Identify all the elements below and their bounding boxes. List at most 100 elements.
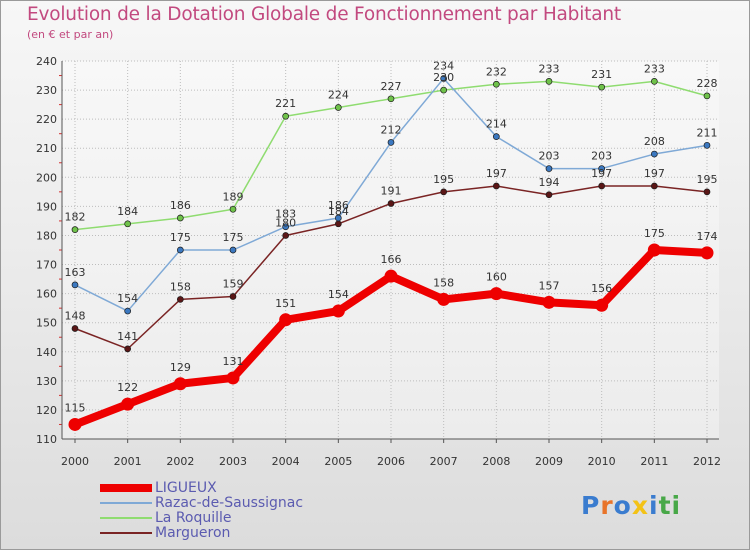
data-label-razac-de-saussignac: 163 xyxy=(65,266,86,279)
chart-title: Evolution de la Dotation Globale de Fonc… xyxy=(27,4,621,25)
data-point-margueron xyxy=(229,293,237,300)
data-label-la-roquille: 227 xyxy=(381,80,402,93)
data-point-ligueux xyxy=(226,371,240,385)
logo-letter: r xyxy=(600,491,614,520)
data-point-la-roquille xyxy=(492,80,500,88)
data-point-razac-de-saussignac xyxy=(387,139,395,146)
data-label-la-roquille: 224 xyxy=(328,89,349,102)
logo-letter: t xyxy=(658,491,672,520)
y-tick-label: 150 xyxy=(36,317,57,330)
data-point-razac-de-saussignac xyxy=(229,246,237,254)
y-tick-label: 220 xyxy=(36,113,57,126)
data-point-ligueux xyxy=(173,377,187,391)
data-label-ligueux: 151 xyxy=(275,297,296,310)
data-point-ligueux xyxy=(68,417,82,431)
data-label-margueron: 184 xyxy=(328,205,349,218)
y-tick-label: 180 xyxy=(36,229,57,242)
data-point-la-roquille xyxy=(334,104,342,111)
data-label-razac-de-saussignac: 175 xyxy=(170,231,191,244)
data-label-razac-de-saussignac: 183 xyxy=(275,208,296,221)
data-label-razac-de-saussignac: 208 xyxy=(644,135,665,148)
data-point-razac-de-saussignac xyxy=(650,150,658,158)
data-point-margueron xyxy=(598,182,606,190)
data-label-la-roquille: 230 xyxy=(433,71,454,84)
data-label-ligueux: 131 xyxy=(223,355,244,368)
x-tick-label: 2002 xyxy=(166,455,194,468)
data-label-la-roquille: 182 xyxy=(65,211,86,224)
data-label-la-roquille: 189 xyxy=(223,190,244,203)
data-point-razac-de-saussignac xyxy=(598,165,606,172)
data-labels: 148 141 158 159 180 184 191 195 197 194 197 197 195 1… xyxy=(65,59,718,414)
data-label-la-roquille: 221 xyxy=(275,97,296,110)
x-tick-label: 2007 xyxy=(430,455,458,468)
data-label-ligueux: 157 xyxy=(539,279,560,292)
data-point-la-roquille xyxy=(229,205,237,213)
y-tick-label: 200 xyxy=(36,171,57,184)
x-tick-label: 2012 xyxy=(693,455,721,468)
data-point-margueron xyxy=(124,345,132,353)
data-point-la-roquille xyxy=(650,78,658,85)
x-tick-label: 2006 xyxy=(377,455,405,468)
data-label-la-roquille: 186 xyxy=(170,199,191,212)
x-tick-label: 2009 xyxy=(535,455,563,468)
data-label-ligueux: 129 xyxy=(170,361,191,374)
legend-label: Razac-de-Saussignac xyxy=(155,495,304,511)
data-label-margueron: 194 xyxy=(539,176,560,189)
data-point-ligueux xyxy=(542,295,556,309)
data-point-la-roquille xyxy=(545,78,553,85)
data-point-margueron xyxy=(440,188,448,196)
data-label-ligueux: 156 xyxy=(591,282,612,295)
legend-swatch xyxy=(100,517,152,519)
data-point-razac-de-saussignac xyxy=(545,165,553,172)
legend-label: Margueron xyxy=(155,525,231,541)
data-label-ligueux: 158 xyxy=(433,276,454,289)
data-point-ligueux xyxy=(279,313,293,327)
data-point-ligueux xyxy=(595,298,609,312)
data-point-razac-de-saussignac xyxy=(492,133,500,140)
data-point-margueron xyxy=(71,325,79,332)
data-label-margueron: 148 xyxy=(65,310,86,323)
data-label-la-roquille: 233 xyxy=(644,62,665,75)
data-point-razac-de-saussignac xyxy=(176,246,184,254)
data-point-la-roquille xyxy=(71,226,79,233)
data-label-margueron: 158 xyxy=(170,280,191,293)
data-label-ligueux: 175 xyxy=(644,227,665,240)
legend-swatch xyxy=(100,532,152,534)
data-point-margueron xyxy=(703,188,711,196)
data-label-margueron: 141 xyxy=(117,330,138,343)
x-tick-label: 2010 xyxy=(588,455,616,468)
y-tick-label: 170 xyxy=(36,259,57,272)
logo-letter: i xyxy=(671,491,682,520)
data-label-razac-de-saussignac: 175 xyxy=(223,231,244,244)
chart-subtitle: (en € et par an) xyxy=(27,28,114,41)
data-label-la-roquille: 232 xyxy=(486,65,507,78)
x-tick-label: 2011 xyxy=(640,455,668,468)
data-point-la-roquille xyxy=(124,220,132,228)
legend-label: La Roquille xyxy=(155,510,232,526)
data-point-razac-de-saussignac xyxy=(334,214,342,222)
data-label-la-roquille: 231 xyxy=(591,68,612,81)
x-tick-label: 2008 xyxy=(482,455,510,468)
data-label-la-roquille: 233 xyxy=(539,62,560,75)
y-tick-label: 230 xyxy=(36,84,57,97)
data-point-la-roquille xyxy=(440,86,448,94)
data-point-margueron xyxy=(176,296,184,303)
data-point-ligueux xyxy=(700,246,714,260)
data-label-ligueux: 122 xyxy=(117,381,138,394)
data-point-ligueux xyxy=(489,287,503,301)
proxiti-logo: Proxiti xyxy=(581,491,681,520)
data-label-razac-de-saussignac: 203 xyxy=(591,150,612,163)
y-tick-label: 190 xyxy=(36,200,57,213)
x-tick-label: 2003 xyxy=(219,455,247,468)
logo-letter: o xyxy=(613,491,632,520)
y-tick-label: 110 xyxy=(36,433,57,446)
data-label-razac-de-saussignac: 234 xyxy=(433,59,454,72)
data-label-la-roquille: 228 xyxy=(697,77,718,90)
x-tick-label: 2005 xyxy=(324,455,352,468)
data-point-margueron xyxy=(492,182,500,190)
data-label-ligueux: 174 xyxy=(697,230,718,243)
data-label-razac-de-saussignac: 212 xyxy=(381,123,402,136)
data-label-la-roquille: 184 xyxy=(117,205,138,218)
data-point-razac-de-saussignac xyxy=(282,223,290,231)
